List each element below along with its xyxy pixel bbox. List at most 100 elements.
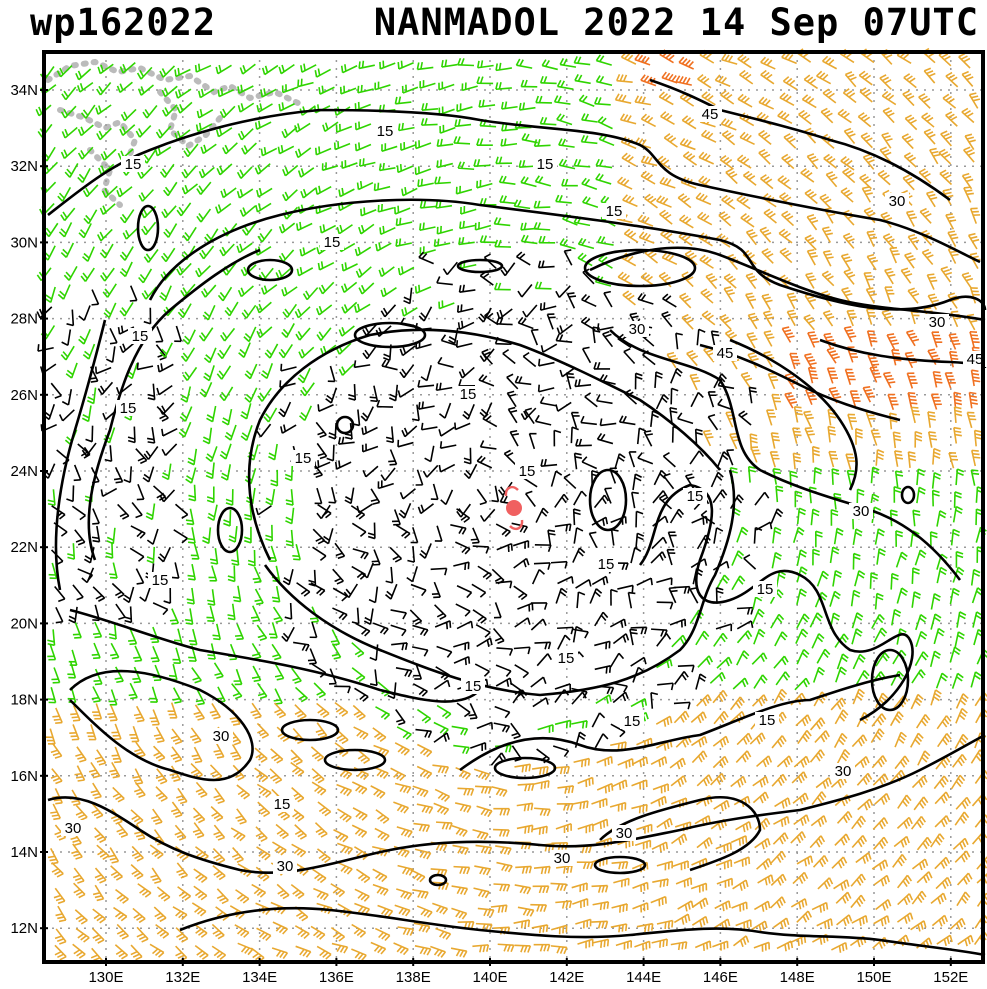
- wind-barb: [520, 234, 538, 245]
- wind-barb: [852, 653, 866, 670]
- wind-barb: [220, 187, 237, 199]
- wind-barb: [476, 138, 493, 147]
- wind-barb: [694, 940, 712, 951]
- wind-barb: [539, 116, 557, 126]
- wind-barb: [593, 494, 610, 509]
- wind-barb: [550, 470, 563, 487]
- wind-barb: [871, 755, 888, 769]
- wind-barb: [745, 292, 757, 309]
- wind-barb: [735, 821, 752, 833]
- wind-barb: [918, 93, 931, 109]
- wind-barb: [281, 126, 298, 139]
- wind-barb: [821, 55, 838, 70]
- wind-barb: [534, 281, 552, 290]
- wind-barb: [99, 243, 114, 259]
- wind-barb: [496, 542, 513, 553]
- wind-barb: [244, 503, 253, 521]
- wind-barb: [294, 824, 308, 840]
- wind-barb: [731, 901, 748, 912]
- wind-barb: [360, 406, 374, 422]
- wind-barb: [494, 282, 511, 291]
- wind-barb: [420, 422, 438, 431]
- wind-barb: [553, 429, 562, 447]
- wind-barb: [914, 430, 923, 448]
- wind-barb: [652, 783, 670, 794]
- wind-barb: [314, 146, 332, 156]
- wind-barb: [473, 768, 491, 781]
- wind-barb: [517, 284, 533, 298]
- wind-barb: [695, 630, 710, 646]
- wind-barb: [151, 808, 163, 825]
- wind-barb: [206, 486, 215, 504]
- wind-barb: [892, 431, 902, 449]
- wind-barb: [202, 527, 212, 545]
- wind-barb: [54, 928, 67, 945]
- wind-barb: [86, 387, 97, 405]
- wind-barb: [904, 114, 918, 131]
- wind-barb: [370, 941, 387, 955]
- wind-barb: [632, 902, 649, 913]
- wind-barb: [821, 270, 835, 287]
- wind-barb: [817, 877, 834, 890]
- wind-barb: [513, 557, 530, 569]
- wind-barb: [911, 858, 929, 871]
- wind-barb: [177, 886, 192, 901]
- wind-barb: [225, 489, 234, 506]
- wind-barb: [282, 189, 298, 202]
- wind-barb: [893, 835, 910, 848]
- wind-barb: [285, 507, 295, 525]
- wind-barb: [770, 432, 780, 449]
- wind-barb: [137, 84, 155, 96]
- wind-barb: [411, 646, 429, 657]
- wind-barb: [322, 121, 339, 133]
- wind-barb: [476, 76, 494, 85]
- wind-barb: [375, 242, 392, 252]
- wind-barb: [572, 547, 586, 563]
- wind-barb: [381, 143, 398, 153]
- wind-barb: [136, 66, 153, 80]
- contour-label: 30: [65, 820, 82, 837]
- wind-barb: [237, 942, 254, 956]
- wind-barb: [773, 917, 790, 930]
- wind-barb: [61, 86, 77, 101]
- wind-barb: [770, 613, 785, 629]
- wind-barb: [950, 310, 962, 328]
- wind-barb: [594, 733, 609, 749]
- wind-barb: [720, 118, 737, 131]
- lon-label: 142E: [549, 969, 584, 986]
- wind-barb: [970, 287, 980, 304]
- wind-barb: [952, 505, 963, 523]
- wind-barb: [256, 783, 272, 798]
- wind-barb: [332, 587, 348, 602]
- wind-barb: [334, 701, 349, 717]
- wind-barb: [454, 118, 472, 128]
- contour-label: 30: [629, 321, 646, 338]
- wind-barb: [436, 225, 454, 235]
- wind-barb: [163, 587, 172, 604]
- wind-barb: [636, 922, 654, 933]
- wind-barb: [94, 749, 107, 766]
- wind-barb: [889, 246, 900, 264]
- wind-barb: [132, 907, 146, 924]
- wind-barb: [681, 115, 697, 130]
- wind-barb: [494, 239, 511, 248]
- contour-label-bg: [885, 193, 909, 209]
- wind-barb: [273, 688, 283, 705]
- wind-barb: [850, 873, 866, 887]
- wind-barb: [712, 940, 729, 951]
- wind-barb: [455, 185, 473, 195]
- wind-barb: [627, 591, 636, 609]
- wind-barb: [875, 449, 885, 466]
- wind-barb: [294, 122, 311, 133]
- lat-label: 32N: [10, 158, 38, 175]
- wind-barb: [658, 271, 672, 288]
- wind-barb: [372, 622, 389, 635]
- wind-barb: [476, 637, 493, 648]
- wind-barb: [78, 223, 92, 239]
- wind-barb: [235, 808, 247, 825]
- wind-barb: [193, 923, 208, 938]
- wind-barb: [333, 141, 351, 151]
- wind-barb: [949, 587, 960, 605]
- wind-barb: [315, 185, 332, 196]
